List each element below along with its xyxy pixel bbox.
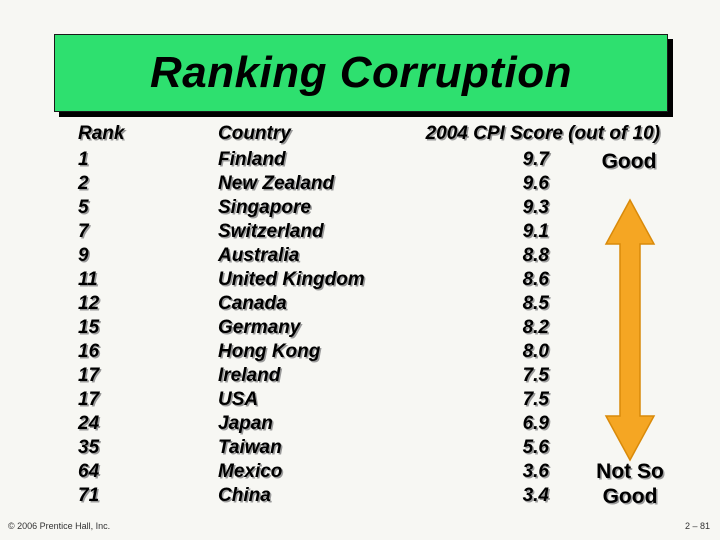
- score-cell: 3.6: [522, 461, 549, 482]
- country-cell: United Kingdom: [218, 269, 365, 290]
- country-cell: Taiwan: [218, 437, 282, 458]
- rank-column: Rank 1 2 5 7 9 11 12 15 16 17 17 24 35 64 71: [78, 120, 158, 508]
- country-column: Country Finland New Zealand Singapore Switz…: [218, 120, 438, 508]
- not-so-good-label: Not So Good: [584, 459, 676, 509]
- rank-cell: 35: [78, 437, 100, 458]
- rank-cell: 16: [78, 341, 100, 362]
- score-column: 2004 CPI Score (out of 10) 9.7 9.6 9.3 9.1 8…: [400, 120, 660, 508]
- rank-cell: 15: [78, 317, 100, 338]
- score-cell: 6.9: [522, 413, 549, 434]
- not-so-good-line2: Good: [602, 485, 658, 508]
- rank-cell: 17: [78, 365, 100, 386]
- country-header: Country: [218, 123, 291, 144]
- copyright-notice: © 2006 Prentice Hall, Inc.: [8, 521, 111, 531]
- good-label: Good: [601, 150, 657, 173]
- page-number: 2 – 81: [684, 521, 710, 531]
- rank-cell: 12: [78, 293, 100, 314]
- score-cell: 3.4: [522, 485, 549, 506]
- score-cell: 9.7: [522, 149, 549, 170]
- rank-cell: 2: [78, 173, 89, 194]
- country-cell: Mexico: [218, 461, 283, 482]
- country-cell: Singapore: [218, 197, 311, 218]
- rank-cell: 9: [78, 245, 89, 266]
- rank-header: Rank: [78, 123, 125, 144]
- double-arrow-icon: [604, 198, 656, 462]
- rank-cell: 17: [78, 389, 100, 410]
- page-title: Ranking Corruption: [149, 48, 573, 97]
- score-cell: 8.6: [522, 269, 549, 290]
- rank-cell: 64: [78, 461, 100, 482]
- country-cell: Finland: [218, 149, 286, 170]
- score-cell: 5.6: [522, 437, 549, 458]
- country-cell: China: [218, 485, 271, 506]
- country-cell: Canada: [218, 293, 287, 314]
- not-so-good-line1: Not So: [596, 460, 664, 483]
- score-cell: 7.5: [522, 365, 549, 386]
- title-banner: Ranking Corruption: [54, 34, 668, 112]
- country-cell: Australia: [218, 245, 300, 266]
- rank-cell: 7: [78, 221, 89, 242]
- score-cell: 8.0: [522, 341, 549, 362]
- rank-cell: 11: [78, 269, 98, 290]
- country-cell: Switzerland: [218, 221, 324, 242]
- score-cell: 9.3: [522, 197, 549, 218]
- country-cell: Hong Kong: [218, 341, 321, 362]
- country-cell: New Zealand: [218, 173, 335, 194]
- score-cell: 8.5: [522, 293, 549, 314]
- score-cell: 9.1: [522, 221, 549, 242]
- score-cell: 8.8: [522, 245, 549, 266]
- score-cell: 7.5: [522, 389, 549, 410]
- score-header: 2004 CPI Score (out of 10): [425, 123, 660, 144]
- country-cell: USA: [218, 389, 259, 410]
- score-cell: 9.6: [522, 173, 549, 194]
- rank-cell: 71: [78, 485, 100, 506]
- rank-cell: 5: [78, 197, 89, 218]
- country-cell: Ireland: [218, 365, 281, 386]
- country-cell: Germany: [218, 317, 301, 338]
- country-cell: Japan: [218, 413, 273, 434]
- rank-cell: 24: [78, 413, 100, 434]
- score-cell: 8.2: [522, 317, 549, 338]
- rank-cell: 1: [78, 149, 89, 170]
